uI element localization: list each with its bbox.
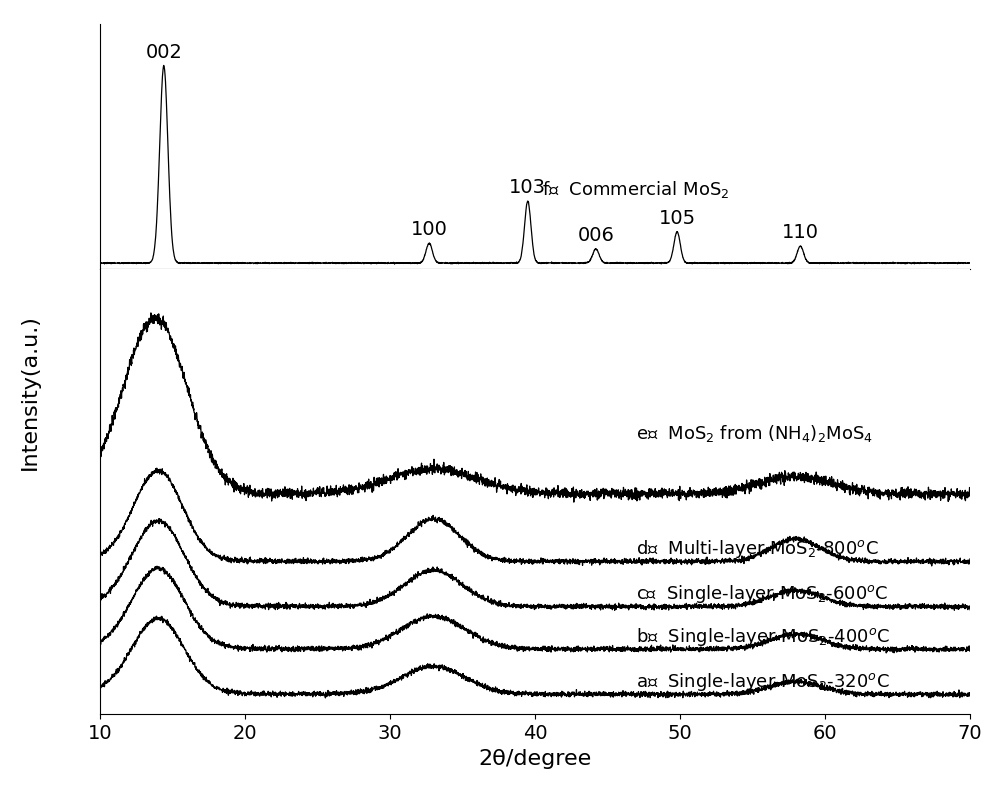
X-axis label: 2θ/degree: 2θ/degree — [478, 749, 592, 769]
Text: 103: 103 — [509, 178, 546, 197]
Text: 110: 110 — [782, 223, 819, 242]
Text: b）  Single-layer MoS$_2$-400$^o$C: b） Single-layer MoS$_2$-400$^o$C — [637, 626, 891, 648]
Text: c）  Single-layer MoS$_2$-600$^o$C: c） Single-layer MoS$_2$-600$^o$C — [637, 583, 889, 605]
Text: 002: 002 — [145, 42, 182, 61]
Text: 105: 105 — [659, 209, 696, 228]
Text: e）  MoS$_2$ from (NH$_4$)$_2$MoS$_4$: e） MoS$_2$ from (NH$_4$)$_2$MoS$_4$ — [637, 423, 874, 444]
Text: d）  Multi-layer MoS$_2$-800$^o$C: d） Multi-layer MoS$_2$-800$^o$C — [637, 538, 879, 560]
Text: f）  Commercial MoS$_2$: f） Commercial MoS$_2$ — [542, 179, 730, 199]
Text: 006: 006 — [577, 226, 614, 245]
Text: 100: 100 — [411, 220, 448, 239]
Text: a）  Single-layer MoS$_2$-320$^o$C: a） Single-layer MoS$_2$-320$^o$C — [637, 671, 890, 693]
Text: Intensity(a.u.): Intensity(a.u.) — [20, 315, 40, 470]
